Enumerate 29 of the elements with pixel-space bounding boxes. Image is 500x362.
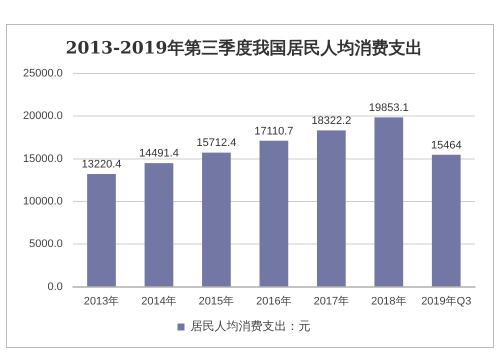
bar [316,130,346,286]
x-tick-label: 2014年 [141,295,177,308]
data-label: 15712.4 [196,137,236,150]
bar [202,152,231,286]
legend-label: 居民人均消费支出：元 [190,319,310,334]
data-label: 15464 [430,139,462,152]
y-tick-label: 5000.0 [29,238,63,250]
bar [374,117,404,286]
bar [260,140,288,286]
bar [144,163,174,286]
y-tick-label: 0.0 [47,280,63,293]
x-tick-label: 2019年Q3 [421,295,472,308]
x-tick-label: 2016年 [256,295,292,308]
data-label: 18322.2 [311,114,352,127]
chart-title: 2013-2019年第三季度我国居民人均消费支出 [66,38,422,59]
x-tick-label: 2017年 [314,295,350,308]
data-label: 14491.4 [139,148,179,160]
bar [432,154,461,286]
x-tick-label: 2018年 [371,295,407,308]
x-tick-label: 2015年 [198,295,234,308]
data-label: 13220.4 [82,158,122,170]
y-tick-label: 10000.0 [22,195,63,208]
y-tick-label: 15000.0 [22,152,63,165]
data-label: 17110.7 [254,125,294,138]
y-tick-label: 25000.0 [22,67,63,80]
data-label: 19853.1 [368,102,409,114]
x-tick-label: 2013年 [84,295,120,308]
bar [87,174,116,286]
y-tick-label: 20000.0 [22,110,63,122]
